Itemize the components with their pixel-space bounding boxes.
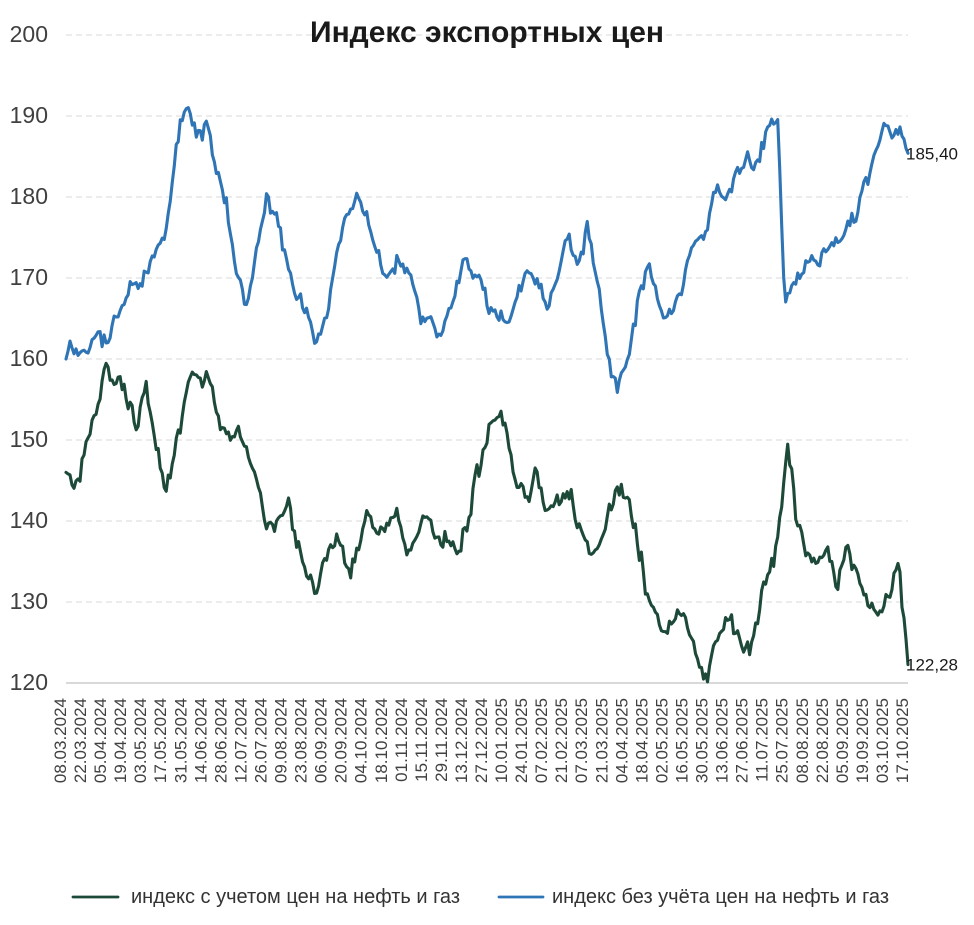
svg-text:31.05.2024: 31.05.2024 — [171, 698, 190, 783]
svg-text:10.01.2025: 10.01.2025 — [492, 698, 511, 783]
svg-text:140: 140 — [10, 507, 48, 533]
svg-text:122,28: 122,28 — [906, 656, 958, 675]
svg-text:26.07.2024: 26.07.2024 — [251, 698, 270, 783]
svg-text:19.09.2025: 19.09.2025 — [853, 698, 872, 783]
svg-text:23.08.2024: 23.08.2024 — [292, 698, 311, 783]
svg-text:200: 200 — [10, 21, 48, 47]
svg-text:21.02.2025: 21.02.2025 — [552, 698, 571, 783]
svg-text:28.06.2024: 28.06.2024 — [211, 698, 230, 783]
svg-text:25.07.2025: 25.07.2025 — [773, 698, 792, 783]
svg-text:17.10.2025: 17.10.2025 — [893, 698, 912, 783]
svg-text:20.09.2024: 20.09.2024 — [332, 698, 351, 783]
svg-text:04.04.2025: 04.04.2025 — [612, 698, 631, 783]
svg-text:180: 180 — [10, 183, 48, 209]
svg-text:08.03.2024: 08.03.2024 — [51, 698, 70, 783]
svg-text:индекс без учёта цен на нефть: индекс без учёта цен на нефть и газ — [552, 886, 889, 908]
svg-text:09.08.2024: 09.08.2024 — [272, 698, 291, 783]
svg-text:15.11.2024: 15.11.2024 — [412, 698, 431, 782]
svg-text:16.05.2025: 16.05.2025 — [672, 698, 691, 783]
svg-text:04.10.2024: 04.10.2024 — [352, 698, 371, 783]
svg-text:24.01.2025: 24.01.2025 — [512, 698, 531, 783]
svg-text:160: 160 — [10, 345, 48, 371]
svg-text:22.03.2024: 22.03.2024 — [71, 698, 90, 783]
svg-text:13.06.2025: 13.06.2025 — [713, 698, 732, 783]
svg-text:11.07.2025: 11.07.2025 — [753, 698, 772, 782]
svg-text:18.10.2024: 18.10.2024 — [372, 698, 391, 783]
svg-text:05.09.2025: 05.09.2025 — [833, 698, 852, 783]
svg-text:130: 130 — [10, 588, 48, 614]
svg-text:17.05.2024: 17.05.2024 — [151, 698, 170, 783]
svg-text:Индекс экспортных цен: Индекс экспортных цен — [310, 16, 664, 49]
svg-text:18.04.2025: 18.04.2025 — [632, 698, 651, 783]
svg-text:03.05.2024: 03.05.2024 — [131, 698, 150, 783]
svg-text:22.08.2025: 22.08.2025 — [813, 698, 832, 783]
svg-text:185,40: 185,40 — [906, 144, 958, 163]
svg-text:27.12.2024: 27.12.2024 — [472, 698, 491, 783]
svg-text:29.11.2024: 29.11.2024 — [432, 698, 451, 782]
svg-text:07.03.2025: 07.03.2025 — [572, 698, 591, 783]
svg-text:индекс с учетом цен на нефть и: индекс с учетом цен на нефть и газ — [131, 886, 460, 908]
svg-text:190: 190 — [10, 102, 48, 128]
svg-text:08.08.2025: 08.08.2025 — [793, 698, 812, 783]
svg-text:06.09.2024: 06.09.2024 — [312, 698, 331, 783]
svg-text:03.10.2025: 03.10.2025 — [873, 698, 892, 783]
svg-text:02.05.2025: 02.05.2025 — [652, 698, 671, 783]
svg-text:27.06.2025: 27.06.2025 — [733, 698, 752, 783]
svg-text:170: 170 — [10, 264, 48, 290]
svg-text:30.05.2025: 30.05.2025 — [693, 698, 712, 783]
svg-text:13.12.2024: 13.12.2024 — [452, 698, 471, 783]
svg-text:14.06.2024: 14.06.2024 — [191, 698, 210, 783]
svg-text:01.11.2024: 01.11.2024 — [392, 698, 411, 782]
svg-text:05.04.2024: 05.04.2024 — [91, 698, 110, 783]
svg-text:150: 150 — [10, 426, 48, 452]
svg-text:19.04.2024: 19.04.2024 — [111, 698, 130, 783]
svg-text:12.07.2024: 12.07.2024 — [231, 698, 250, 783]
svg-text:07.02.2025: 07.02.2025 — [532, 698, 551, 783]
svg-text:120: 120 — [10, 669, 48, 695]
svg-text:21.03.2025: 21.03.2025 — [592, 698, 611, 783]
